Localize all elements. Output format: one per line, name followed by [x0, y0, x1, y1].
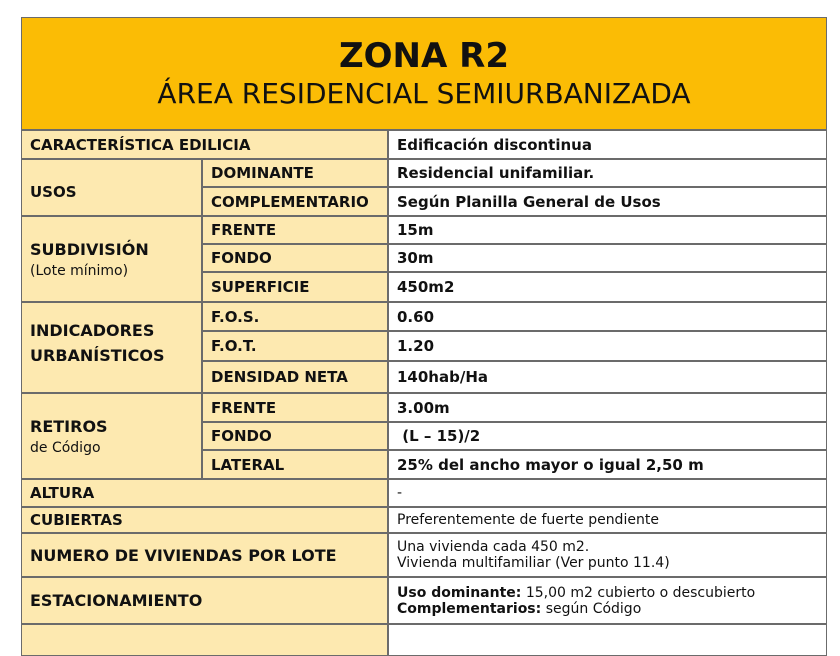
retiros-lateral-label: LATERAL [203, 451, 387, 478]
retiros-note: de Código [30, 439, 101, 456]
zoning-table: ZONA R2 ÁREA RESIDENCIAL SEMIURBANIZADA … [21, 17, 827, 656]
fos-value: 0.60 [389, 303, 826, 330]
cubiertas-value: Preferentemente de fuerte pendiente [389, 508, 826, 532]
subdivision-title: SUBDIVISIÓN [30, 239, 149, 259]
estacionamiento-text-2: según Código [541, 600, 642, 617]
zone-title: ZONA R2 [339, 35, 509, 76]
usos-dominante-label: DOMINANTE [203, 160, 387, 186]
caracteristica-label: CARACTERÍSTICA EDILICIA [22, 131, 387, 158]
retiros-lateral-value: 25% del ancho mayor o igual 2,50 m [389, 451, 826, 478]
subdivision-superficie-label: SUPERFICIE [203, 273, 387, 301]
table-header: ZONA R2 ÁREA RESIDENCIAL SEMIURBANIZADA [22, 18, 826, 129]
retiros-frente-label: FRENTE [203, 394, 387, 421]
retiros-frente-value: 3.00m [389, 394, 826, 421]
estacionamiento-text-1: 15,00 m2 cubierto o descubierto [521, 584, 756, 601]
densidad-label: DENSIDAD NETA [203, 362, 387, 392]
usos-complementario-value: Según Planilla General de Usos [389, 188, 826, 215]
usos-dominante-value: Residencial unifamiliar. [389, 160, 826, 186]
viviendas-value: Una vivienda cada 450 m2. Vivienda multi… [389, 534, 826, 576]
subdivision-frente-label: FRENTE [203, 217, 387, 243]
subdivision-frente-value: 15m [389, 217, 826, 243]
subdivision-note: (Lote mínimo) [30, 262, 129, 279]
usos-label: USOS [22, 160, 201, 215]
altura-value: - [389, 480, 826, 506]
estacionamiento-bold-2: Complementarios: [397, 600, 542, 617]
zone-subtitle: ÁREA RESIDENCIAL SEMIURBANIZADA [157, 76, 691, 110]
indicadores-label: INDICADORES URBANÍSTICOS [22, 303, 201, 392]
subdivision-label: SUBDIVISIÓN (Lote mínimo) [22, 217, 201, 301]
viviendas-label: NUMERO DE VIVIENDAS POR LOTE [22, 534, 387, 576]
altura-label: ALTURA [22, 480, 387, 506]
fot-label: F.O.T. [203, 332, 387, 360]
retiros-label: RETIROS de Código [22, 394, 201, 478]
cubiertas-label: CUBIERTAS [22, 508, 387, 532]
subdivision-fondo-value: 30m [389, 245, 826, 271]
caracteristica-value: Edificación discontinua [389, 131, 826, 158]
viviendas-line-1: Una vivienda cada 450 m2. [397, 539, 590, 555]
retiros-fondo-label: FONDO [203, 423, 387, 449]
subdivision-fondo-label: FONDO [203, 245, 387, 271]
estacionamiento-label: ESTACIONAMIENTO [22, 578, 387, 623]
usos-complementario-label: COMPLEMENTARIO [203, 188, 387, 215]
indicadores-title-2: URBANÍSTICOS [30, 346, 165, 365]
estacionamiento-bold-1: Uso dominante: [397, 584, 522, 601]
subdivision-superficie-value: 450m2 [389, 273, 826, 301]
retiros-title: RETIROS [30, 416, 108, 436]
fot-value: 1.20 [389, 332, 826, 360]
fos-label: F.O.S. [203, 303, 387, 330]
viviendas-line-2: Vivienda multifamiliar (Ver punto 11.4) [397, 555, 670, 571]
retiros-fondo-value: (L – 15)/2 [389, 423, 826, 449]
indicadores-title-1: INDICADORES [30, 321, 155, 340]
densidad-value: 140hab/Ha [389, 362, 826, 392]
estacionamiento-value: Uso dominante: 15,00 m2 cubierto o descu… [389, 578, 826, 623]
